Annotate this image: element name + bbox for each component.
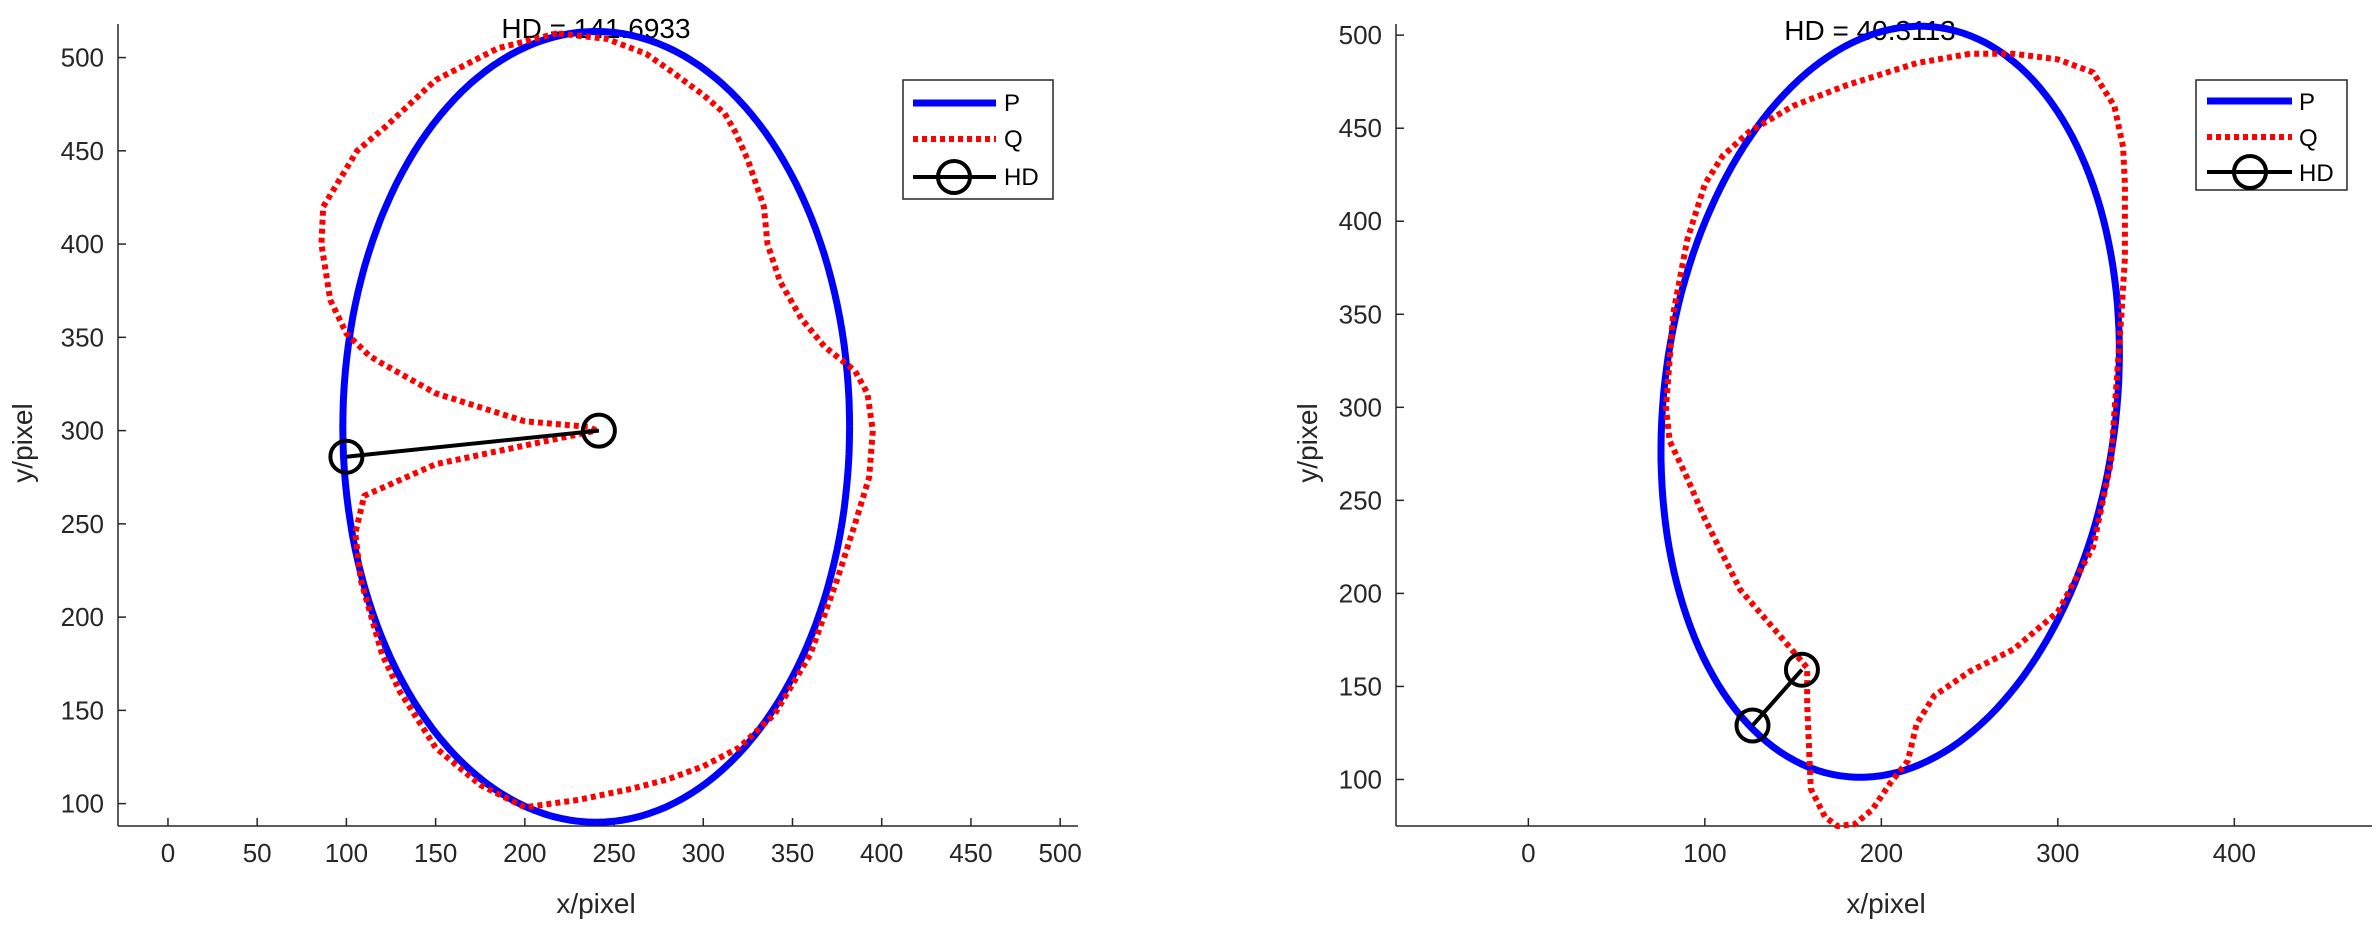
chart-right-series-hd-point bbox=[1734, 707, 1771, 744]
chart-left-x-tick-label: 200 bbox=[503, 838, 546, 868]
chart-left-x-tick-label: 150 bbox=[414, 838, 457, 868]
chart-left-series-p-line bbox=[339, 28, 854, 826]
chart-left-legend-marker-hd bbox=[936, 159, 972, 195]
chart-left-series-hd-line bbox=[346, 428, 600, 459]
chart-right-y-tick-label: 300 bbox=[1339, 392, 1382, 422]
chart-left-x-tick-label: 300 bbox=[682, 838, 725, 868]
chart-right-legend-label-p: P bbox=[2299, 89, 2315, 116]
chart-left-legend-label-hd: HD bbox=[1004, 164, 1039, 191]
chart-right-y-tick-label: 500 bbox=[1339, 20, 1382, 50]
chart-left-x-tick-label: 500 bbox=[1038, 838, 1081, 868]
chart-left-y-tick-label: 500 bbox=[61, 43, 104, 73]
chart-left-x-tick-label: 350 bbox=[771, 838, 814, 868]
chart-left-series-hd-point bbox=[328, 438, 365, 475]
chart-right-y-tick-label: 150 bbox=[1339, 671, 1382, 701]
chart-left-x-tick-label: 250 bbox=[592, 838, 635, 868]
chart-right-title: HD = 40.3113 bbox=[1784, 15, 1956, 46]
chart-left-y-tick-label: 250 bbox=[61, 509, 104, 539]
chart-right-legend-marker-hd bbox=[2232, 154, 2268, 190]
chart-right-y-tick-label: 350 bbox=[1339, 299, 1382, 329]
chart-left-legend: P Q HD bbox=[902, 79, 1054, 200]
chart-right-legend-label-q: Q bbox=[2299, 125, 2318, 152]
chart-left-x-tick-label: 100 bbox=[325, 838, 368, 868]
chart-right-x-tick-label: 100 bbox=[1683, 838, 1726, 868]
chart-right-legend-label-hd: HD bbox=[2299, 160, 2334, 187]
chart-left-series bbox=[318, 28, 876, 826]
chart-left-y-tick-label: 350 bbox=[61, 322, 104, 352]
chart-right-y-tick-label: 450 bbox=[1339, 113, 1382, 143]
chart-left-y-tick-label: 200 bbox=[61, 602, 104, 632]
chart-right-axes: 0 100 200 300 400 100 150 200 250 300 350 400 450 500 bbox=[1339, 20, 2372, 868]
chart-right-x-tick-label: 200 bbox=[1860, 838, 1903, 868]
chart-right-series-hd-line bbox=[1751, 668, 1804, 727]
chart-left-x-tick-label: 400 bbox=[860, 838, 903, 868]
chart-left-xlabel: x/pixel bbox=[556, 888, 635, 919]
chart-right-series-p-line bbox=[1657, 22, 2123, 781]
chart-left-y-tick-label: 400 bbox=[61, 229, 104, 259]
chart-right-x-tick-label: 0 bbox=[1521, 838, 1535, 868]
chart-left-series-hd-point bbox=[580, 412, 617, 449]
chart-left: HD = 141.6933 x/pixel y/pixel 0 50 100 150 2… bbox=[7, 13, 1082, 919]
chart-right-y-tick-label: 100 bbox=[1339, 764, 1382, 794]
chart-right-x-tick-label: 300 bbox=[2036, 838, 2079, 868]
chart-left-y-tick-label: 450 bbox=[61, 136, 104, 166]
chart-left-series-q-line bbox=[318, 30, 876, 811]
chart-right-series bbox=[1657, 22, 2128, 829]
chart-right-xlabel: x/pixel bbox=[1846, 888, 1925, 919]
chart-left-legend-label-q: Q bbox=[1004, 126, 1023, 153]
chart-right-series-hd-point bbox=[1783, 651, 1820, 688]
chart-left-x-tick-label: 0 bbox=[161, 838, 175, 868]
chart-left-y-tick-label: 100 bbox=[61, 789, 104, 819]
chart-right-y-tick-label: 400 bbox=[1339, 206, 1382, 236]
chart-right-legend: P Q HD bbox=[2195, 79, 2348, 191]
chart-right-series-q-line bbox=[1663, 50, 2128, 829]
chart-left-y-tick-label: 150 bbox=[61, 695, 104, 725]
chart-left-y-tick-label: 300 bbox=[61, 416, 104, 446]
chart-left-legend-label-p: P bbox=[1004, 90, 1020, 117]
chart-right-x-tick-label: 400 bbox=[2213, 838, 2256, 868]
chart-right-y-tick-label: 200 bbox=[1339, 578, 1382, 608]
chart-right-ylabel: y/pixel bbox=[1292, 403, 1323, 482]
chart-right-y-tick-label: 250 bbox=[1339, 485, 1382, 515]
chart-left-x-tick-label: 50 bbox=[243, 838, 272, 868]
chart-left-ylabel: y/pixel bbox=[7, 403, 38, 482]
chart-left-axes: 0 50 100 150 200 250 300 350 400 450 500 100 150 200 2… bbox=[61, 24, 1082, 868]
chart-right: HD = 40.3113 x/pixel y/pixel 0 100 200 300 4… bbox=[1292, 15, 2372, 919]
chart-left-x-tick-label: 450 bbox=[949, 838, 992, 868]
